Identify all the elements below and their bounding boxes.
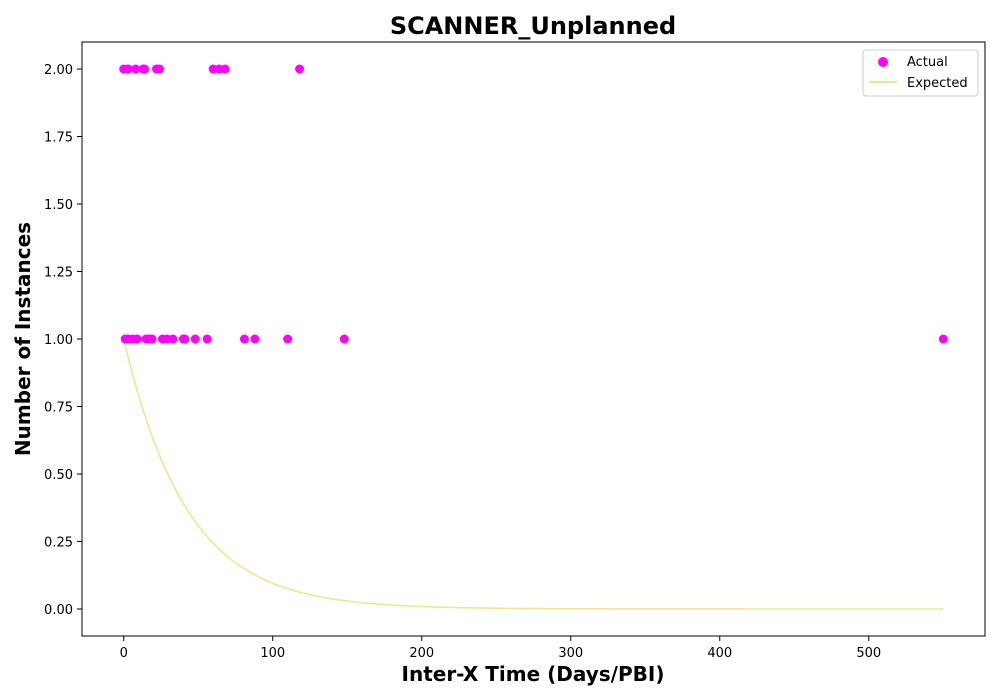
y-tick-label: 1.50: [44, 198, 73, 213]
actual-point: [123, 64, 133, 74]
actual-point: [339, 334, 349, 344]
chart-title: SCANNER_Unplanned: [390, 12, 676, 40]
actual-point: [132, 334, 142, 344]
y-tick-label: 0.25: [44, 536, 73, 551]
x-tick-label: 0: [120, 646, 128, 661]
actual-point: [131, 64, 141, 74]
legend-actual-marker: [878, 57, 888, 67]
x-tick-label: 400: [707, 646, 732, 661]
y-tick-label: 0.00: [44, 603, 73, 618]
legend-expected-label: Expected: [907, 76, 968, 91]
expected-line: [122, 338, 944, 610]
x-tick-label: 200: [409, 646, 434, 661]
y-tick-label: 2.00: [44, 63, 73, 78]
legend-box: [862, 49, 979, 97]
y-tick-label: 1.25: [44, 266, 73, 281]
actual-point: [147, 334, 157, 344]
x-tick-label: 100: [260, 646, 285, 661]
actual-point: [220, 64, 230, 74]
actual-point: [295, 64, 305, 74]
y-tick-label: 0.75: [44, 401, 73, 416]
actual-point: [202, 334, 212, 344]
legend: Actual Expected: [862, 49, 979, 97]
actual-point: [180, 334, 190, 344]
y-tick-label: 1.75: [44, 131, 73, 146]
y-tick-label: 0.50: [44, 468, 73, 483]
x-axis-ticks: 0 100 200 300 400 500: [120, 636, 881, 661]
y-tick-label: 1.00: [44, 333, 73, 348]
actual-point: [154, 64, 164, 74]
x-tick-label: 300: [558, 646, 583, 661]
actual-point: [239, 334, 249, 344]
actual-point: [250, 334, 260, 344]
actual-point: [938, 334, 948, 344]
plot-area: [119, 64, 948, 610]
actual-point: [283, 334, 293, 344]
y-axis-label: Number of Instances: [11, 222, 35, 456]
y-axis-ticks: 0.00 0.25 0.50 0.75 1.00 1.25 1.50 1.75 2.00: [44, 63, 82, 618]
actual-point: [140, 64, 150, 74]
actual-point: [168, 334, 178, 344]
actual-point: [190, 334, 200, 344]
x-tick-label: 500: [856, 646, 881, 661]
legend-actual-label: Actual: [907, 55, 948, 70]
x-axis-label: Inter-X Time (Days/PBI): [402, 662, 665, 686]
